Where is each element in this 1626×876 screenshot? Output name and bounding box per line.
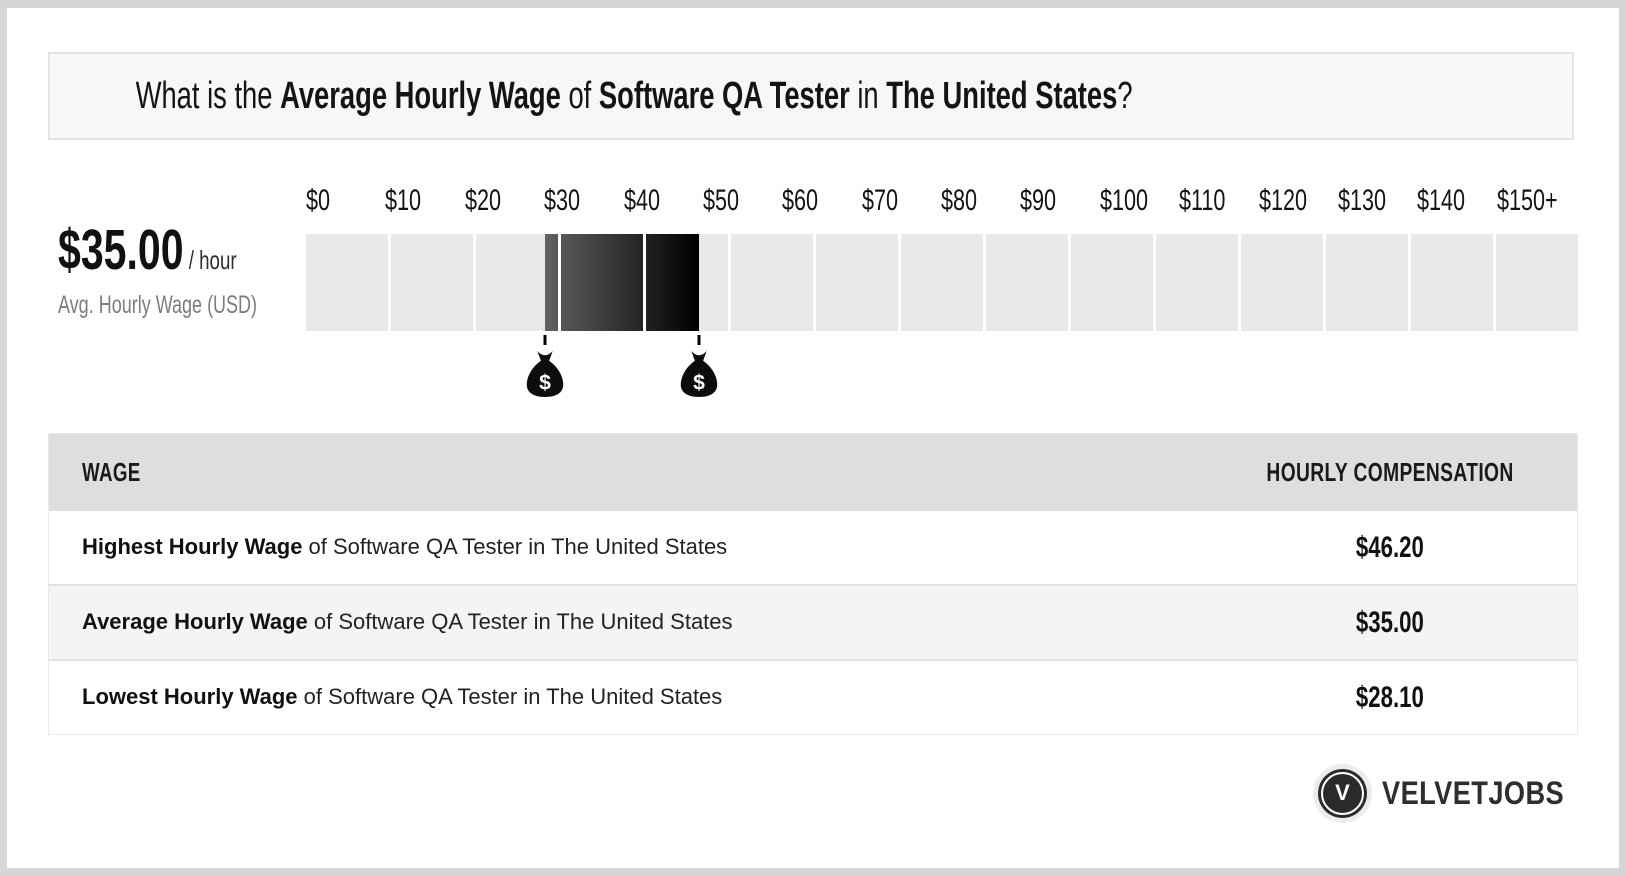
table-row-average: Average Hourly Wage of Software QA Teste… <box>49 584 1577 659</box>
scale-tick-label: $150+ <box>1496 184 1558 217</box>
lowest-wage-tick <box>543 335 547 345</box>
scale-tick: $0 <box>306 186 385 216</box>
logo-text: VELVETJOBS <box>1382 775 1565 811</box>
scale-tick: $130 <box>1338 186 1417 216</box>
scale-tick: $120 <box>1259 186 1338 216</box>
average-wage-stat: $35.00 / hour Avg. Hourly Wage (USD) <box>58 222 298 318</box>
row-value: $28.10 <box>1356 680 1424 714</box>
scale-tick-label: $40 <box>623 184 660 217</box>
scale-tick-label: $130 <box>1337 184 1386 217</box>
money-bag-icon: $ <box>680 350 717 398</box>
scale-tick-label: $60 <box>782 184 819 217</box>
highest-wage-marker: $ <box>679 335 718 398</box>
wage-bar <box>306 234 1581 331</box>
table-header-row: WAGE HOURLY COMPENSATION <box>49 434 1577 511</box>
scale-tick: $150+ <box>1497 186 1581 216</box>
scale-tick-label: $110 <box>1179 184 1226 217</box>
scale-tick: $10 <box>385 186 464 216</box>
question-box: What is the Average Hourly Wage of Softw… <box>48 52 1574 140</box>
scale-tick-label: $70 <box>861 184 898 217</box>
scale-tick-label: $100 <box>1099 184 1148 217</box>
scale-tick-label: $120 <box>1258 184 1307 217</box>
money-bag-icon: $ <box>526 350 564 398</box>
title-part: What is the <box>135 75 281 117</box>
wage-scale: $0 $10 $20 $30 $40 $50 $60 $70 $80 $90 $100 $110 $12… <box>306 186 1581 406</box>
scale-tick-label: $10 <box>385 184 422 217</box>
scale-tick: $40 <box>624 186 703 216</box>
row-label: Highest Hourly Wage of Software QA Teste… <box>82 534 728 560</box>
scale-tick: $140 <box>1417 186 1496 216</box>
wage-table: WAGE HOURLY COMPENSATION Highest Hourly … <box>48 433 1578 735</box>
scale-tick-labels: $0 $10 $20 $30 $40 $50 $60 $70 $80 $90 $100 $110 $12… <box>306 186 1581 216</box>
title-part-bold: Software QA Tester <box>598 75 850 117</box>
title-part: ? <box>1117 75 1133 117</box>
svg-text:$: $ <box>693 371 705 394</box>
scale-tick: $90 <box>1020 186 1099 216</box>
title-part-bold: Average Hourly Wage <box>280 75 561 117</box>
scale-tick-label: $0 <box>306 184 331 217</box>
table-header-compensation: HOURLY COMPENSATION <box>1266 457 1514 487</box>
scale-tick: $30 <box>544 186 623 216</box>
scale-tick-label: $50 <box>702 184 739 217</box>
table-row-highest: Highest Hourly Wage of Software QA Teste… <box>49 511 1577 584</box>
highest-wage-tick <box>697 335 701 345</box>
scale-tick-label: $80 <box>941 184 978 217</box>
scale-tick-label: $140 <box>1417 184 1466 217</box>
scale-tick-label: $90 <box>1020 184 1057 217</box>
table-header-wage: WAGE <box>82 459 141 486</box>
scale-tick: $20 <box>465 186 544 216</box>
average-wage-unit-text: / hour <box>188 245 237 275</box>
velvetjobs-logo: V VELVETJOBS <box>1318 766 1596 820</box>
title-part: in <box>849 75 887 117</box>
average-wage-value: $35.00 <box>58 218 184 282</box>
average-wage-line: $35.00 / hour <box>58 222 298 279</box>
scale-tick: $60 <box>782 186 861 216</box>
scale-tick-label: $30 <box>544 184 581 217</box>
logo-monogram: V <box>1335 780 1350 805</box>
scale-tick: $70 <box>862 186 941 216</box>
table-row-lowest: Lowest Hourly Wage of Software QA Tester… <box>49 659 1577 734</box>
scale-tick: $100 <box>1100 186 1179 216</box>
svg-text:$: $ <box>539 371 551 394</box>
scale-tick-label: $20 <box>464 184 501 217</box>
row-value: $46.20 <box>1356 530 1424 564</box>
title-part: of <box>560 75 599 117</box>
row-value: $35.00 <box>1356 605 1424 639</box>
scale-tick: $110 <box>1179 186 1258 216</box>
wage-bar-segment-gaps <box>306 234 1581 331</box>
logo-circle-icon: V <box>1318 768 1367 818</box>
title-part-bold: The United States <box>886 75 1118 117</box>
scale-tick: $50 <box>703 186 782 216</box>
row-label: Average Hourly Wage of Software QA Teste… <box>82 609 733 635</box>
average-wage-caption: Avg. Hourly Wage (USD) <box>58 291 258 319</box>
lowest-wage-marker: $ <box>525 335 564 398</box>
page-title: What is the Average Hourly Wage of Softw… <box>90 39 1538 153</box>
row-label: Lowest Hourly Wage of Software QA Tester… <box>82 684 723 710</box>
scale-tick: $80 <box>941 186 1020 216</box>
